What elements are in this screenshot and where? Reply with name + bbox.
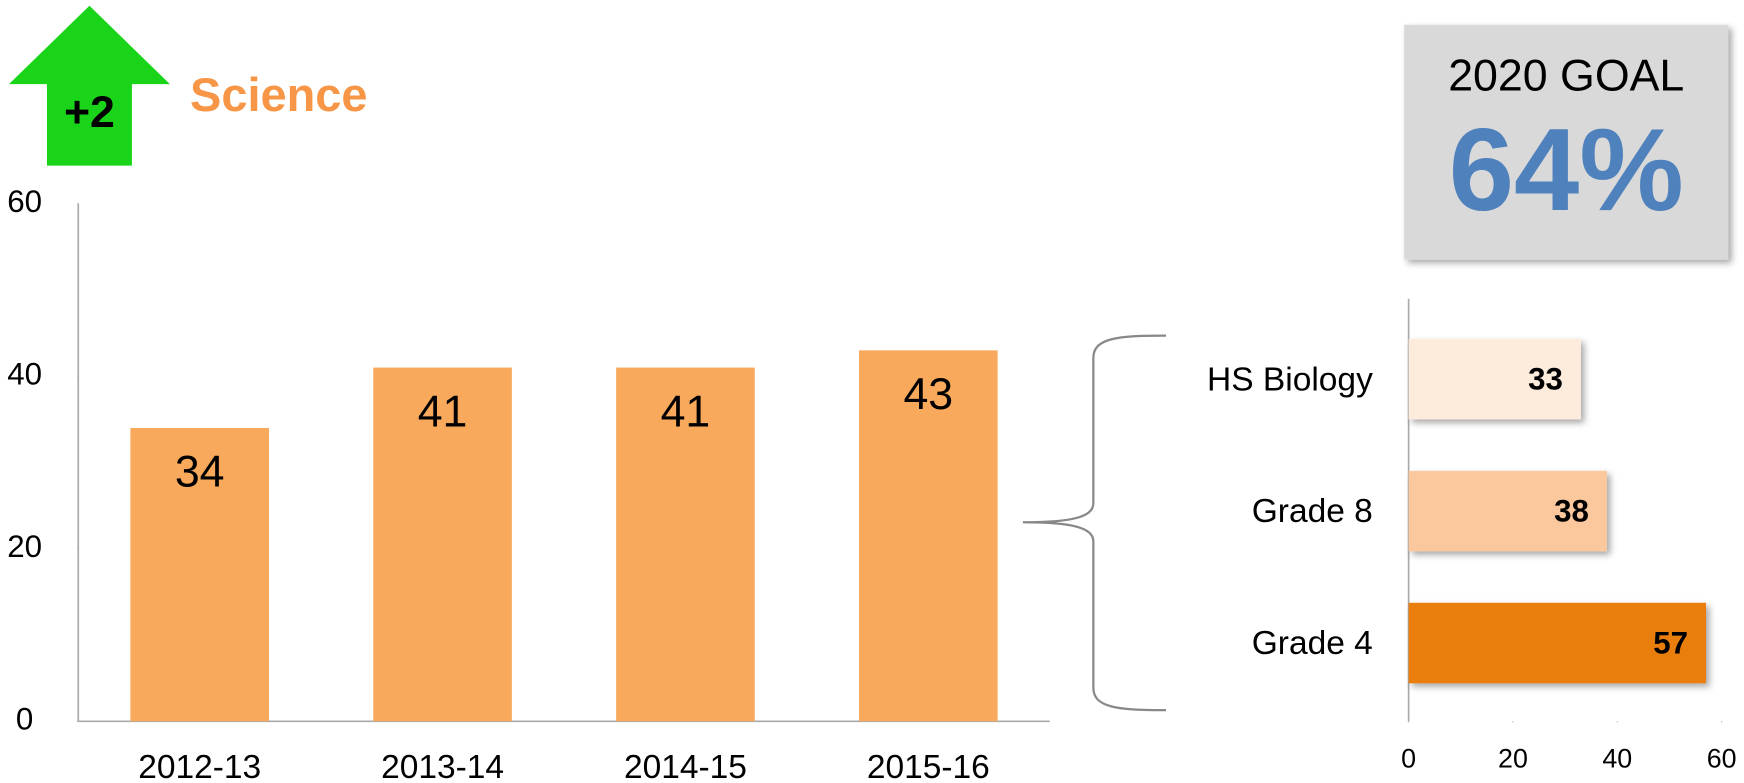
badge: +2 xyxy=(64,88,115,137)
y-tick-label: 20 xyxy=(7,529,42,564)
x-tick-label: 60 xyxy=(1707,744,1737,774)
bar-value-label: 57 xyxy=(1653,626,1688,661)
y-tick-label: 40 xyxy=(7,356,42,391)
bar-value-label: 34 xyxy=(175,448,225,497)
bar xyxy=(1408,338,1581,420)
goal-value: 64% xyxy=(1449,104,1684,235)
bar xyxy=(1408,602,1706,684)
bar xyxy=(373,367,512,722)
bar xyxy=(130,427,270,722)
x-tick-label: 40 xyxy=(1602,744,1632,774)
y-tick-label: Grade 4 xyxy=(1252,625,1373,662)
y-tick-label: Grade 8 xyxy=(1252,493,1373,530)
up-arrow xyxy=(8,5,170,166)
x-tick-label: 2013-14 xyxy=(381,749,504,783)
x-tick-label: 2015-16 xyxy=(867,749,990,783)
chart-title: Science xyxy=(190,68,367,121)
bar xyxy=(859,350,998,722)
brace xyxy=(1022,334,1167,712)
bar xyxy=(616,367,755,722)
y-tick-label: 60 xyxy=(7,184,42,219)
y-tick-label: HS Biology xyxy=(1207,361,1373,398)
bar xyxy=(1408,470,1607,552)
x-tick-label: 2014-15 xyxy=(624,749,747,783)
bar-value-label: 38 xyxy=(1554,494,1589,529)
bar-value-label: 33 xyxy=(1528,362,1563,397)
x-tick-label: 0 xyxy=(1401,744,1416,774)
bar-value-label: 43 xyxy=(903,370,953,419)
y-tick-label: 0 xyxy=(16,702,33,737)
goal-label: 2020 GOAL xyxy=(1448,51,1684,100)
bar-value-label: 41 xyxy=(418,387,468,436)
x-tick-label: 20 xyxy=(1498,744,1528,774)
x-tick-label: 2012-13 xyxy=(138,749,261,783)
goal-box xyxy=(1404,24,1729,260)
bar-value-label: 41 xyxy=(661,387,711,436)
